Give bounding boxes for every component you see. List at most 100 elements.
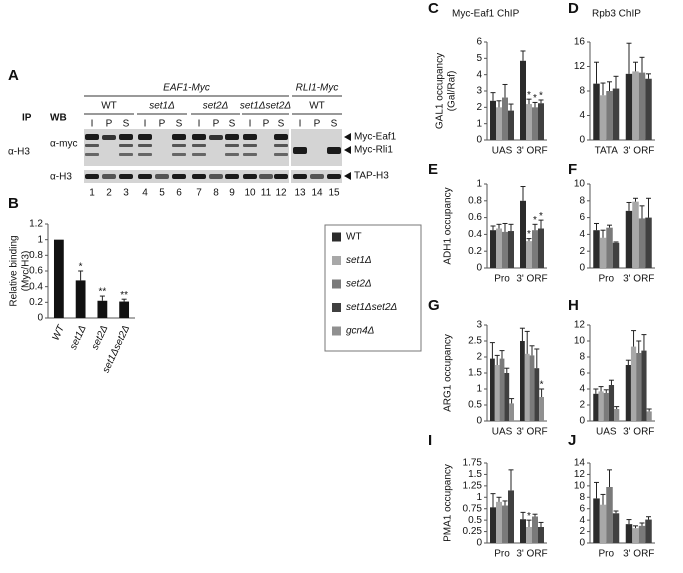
wb-antibody: α-myc bbox=[50, 139, 77, 150]
band bbox=[243, 144, 257, 147]
bar bbox=[645, 217, 652, 268]
lane-number: 9 bbox=[229, 188, 235, 199]
y-tick-label: 4 bbox=[579, 515, 585, 526]
significance-mark: ** bbox=[120, 290, 128, 301]
y-tick-label: 2 bbox=[476, 352, 482, 363]
strain-label: set2Δ bbox=[203, 101, 229, 112]
band bbox=[209, 135, 223, 140]
lane-number: 6 bbox=[176, 188, 182, 199]
lane-label: S bbox=[331, 119, 338, 130]
y-tick-label: 6 bbox=[579, 503, 585, 514]
band bbox=[310, 174, 324, 179]
y-tick-label: 0.4 bbox=[29, 281, 43, 292]
bar bbox=[509, 403, 514, 421]
bar bbox=[526, 241, 532, 268]
bar bbox=[538, 228, 544, 268]
bar bbox=[526, 104, 532, 140]
y-tick-label: 0.6 bbox=[468, 212, 482, 223]
bar bbox=[630, 346, 637, 421]
lane-label: I bbox=[91, 119, 94, 130]
bar bbox=[532, 230, 538, 268]
x-tick-label: 3' ORF bbox=[623, 146, 654, 157]
y-tick-label: 1 bbox=[476, 492, 482, 503]
lane-label: P bbox=[263, 119, 270, 130]
bar bbox=[532, 107, 538, 140]
bar bbox=[53, 239, 64, 318]
y-tick-label: 0.5 bbox=[468, 400, 482, 411]
band bbox=[192, 174, 206, 179]
construct-label: RLI1-Myc bbox=[296, 83, 339, 94]
y-tick-label: 0.2 bbox=[468, 246, 482, 257]
bar bbox=[490, 100, 496, 140]
bar bbox=[532, 516, 538, 543]
significance-mark: * bbox=[527, 511, 531, 522]
band bbox=[243, 153, 257, 156]
band bbox=[102, 135, 116, 140]
x-tick-label: Pro bbox=[598, 549, 614, 560]
y-tick-label: 4 bbox=[579, 229, 585, 240]
bar bbox=[612, 242, 620, 268]
bar bbox=[606, 227, 613, 268]
bar bbox=[599, 237, 607, 268]
y-axis-label: ARG1 occupancy bbox=[443, 334, 454, 412]
lane-number: 14 bbox=[311, 188, 323, 199]
lane-number: 12 bbox=[275, 188, 287, 199]
band bbox=[155, 174, 169, 179]
x-tick-label: Pro bbox=[494, 274, 510, 285]
strain-label: WT bbox=[101, 101, 117, 112]
y-tick-label: 4 bbox=[579, 384, 585, 395]
bar bbox=[508, 490, 514, 543]
bar bbox=[603, 393, 609, 421]
y-tick-label: 8 bbox=[579, 352, 585, 363]
strain-label: set1Δset2Δ bbox=[240, 101, 292, 112]
bar bbox=[538, 527, 544, 543]
bar bbox=[625, 524, 633, 543]
y-tick-label: 0.4 bbox=[468, 229, 482, 240]
bar bbox=[612, 513, 620, 543]
lane-number: 13 bbox=[294, 188, 306, 199]
band bbox=[225, 144, 239, 147]
bar bbox=[608, 385, 615, 421]
bar bbox=[490, 230, 496, 268]
bar bbox=[119, 301, 130, 318]
x-tick-label: UAS bbox=[492, 146, 513, 157]
x-tick-label: 3' ORF bbox=[516, 146, 547, 157]
legend-label: set2Δ bbox=[346, 279, 372, 290]
lane-number: 1 bbox=[89, 188, 95, 199]
bar bbox=[496, 107, 502, 140]
wb-header: WB bbox=[50, 113, 67, 124]
band bbox=[243, 134, 257, 140]
bar bbox=[614, 409, 620, 421]
y-tick-label: 4 bbox=[579, 110, 585, 121]
lane-label: S bbox=[176, 119, 183, 130]
lane-label: P bbox=[159, 119, 166, 130]
y-tick-label: 1 bbox=[476, 384, 482, 395]
lane-number: 5 bbox=[159, 188, 165, 199]
x-tick-label: 3' ORF bbox=[623, 274, 654, 285]
band-label: TAP-H3 bbox=[354, 171, 389, 182]
y-tick-label: 1.5 bbox=[468, 368, 482, 379]
y-tick-label: 0.2 bbox=[29, 297, 43, 308]
y-tick-label: 10 bbox=[574, 179, 586, 190]
bar bbox=[496, 228, 502, 268]
chart-title: Myc-Eaf1 ChIP bbox=[452, 9, 520, 20]
band bbox=[209, 174, 223, 179]
significance-mark: * bbox=[527, 90, 531, 101]
y-tick-label: 2 bbox=[476, 102, 482, 113]
y-tick-label: 1 bbox=[476, 179, 482, 190]
bar bbox=[598, 391, 604, 421]
y-tick-label: 1.75 bbox=[463, 458, 483, 469]
band bbox=[243, 174, 257, 179]
y-tick-label: 8 bbox=[579, 86, 585, 97]
bar bbox=[502, 231, 508, 268]
band bbox=[192, 134, 206, 140]
band bbox=[225, 134, 239, 140]
y-tick-label: 0 bbox=[476, 538, 482, 549]
x-tick-label: 3' ORF bbox=[516, 427, 547, 438]
lane-label: P bbox=[106, 119, 113, 130]
lane-label: I bbox=[144, 119, 147, 130]
significance-mark: ** bbox=[98, 287, 106, 298]
bar bbox=[490, 507, 496, 543]
lane-number: 10 bbox=[244, 188, 256, 199]
chart-title: Rpb3 ChIP bbox=[592, 9, 641, 20]
